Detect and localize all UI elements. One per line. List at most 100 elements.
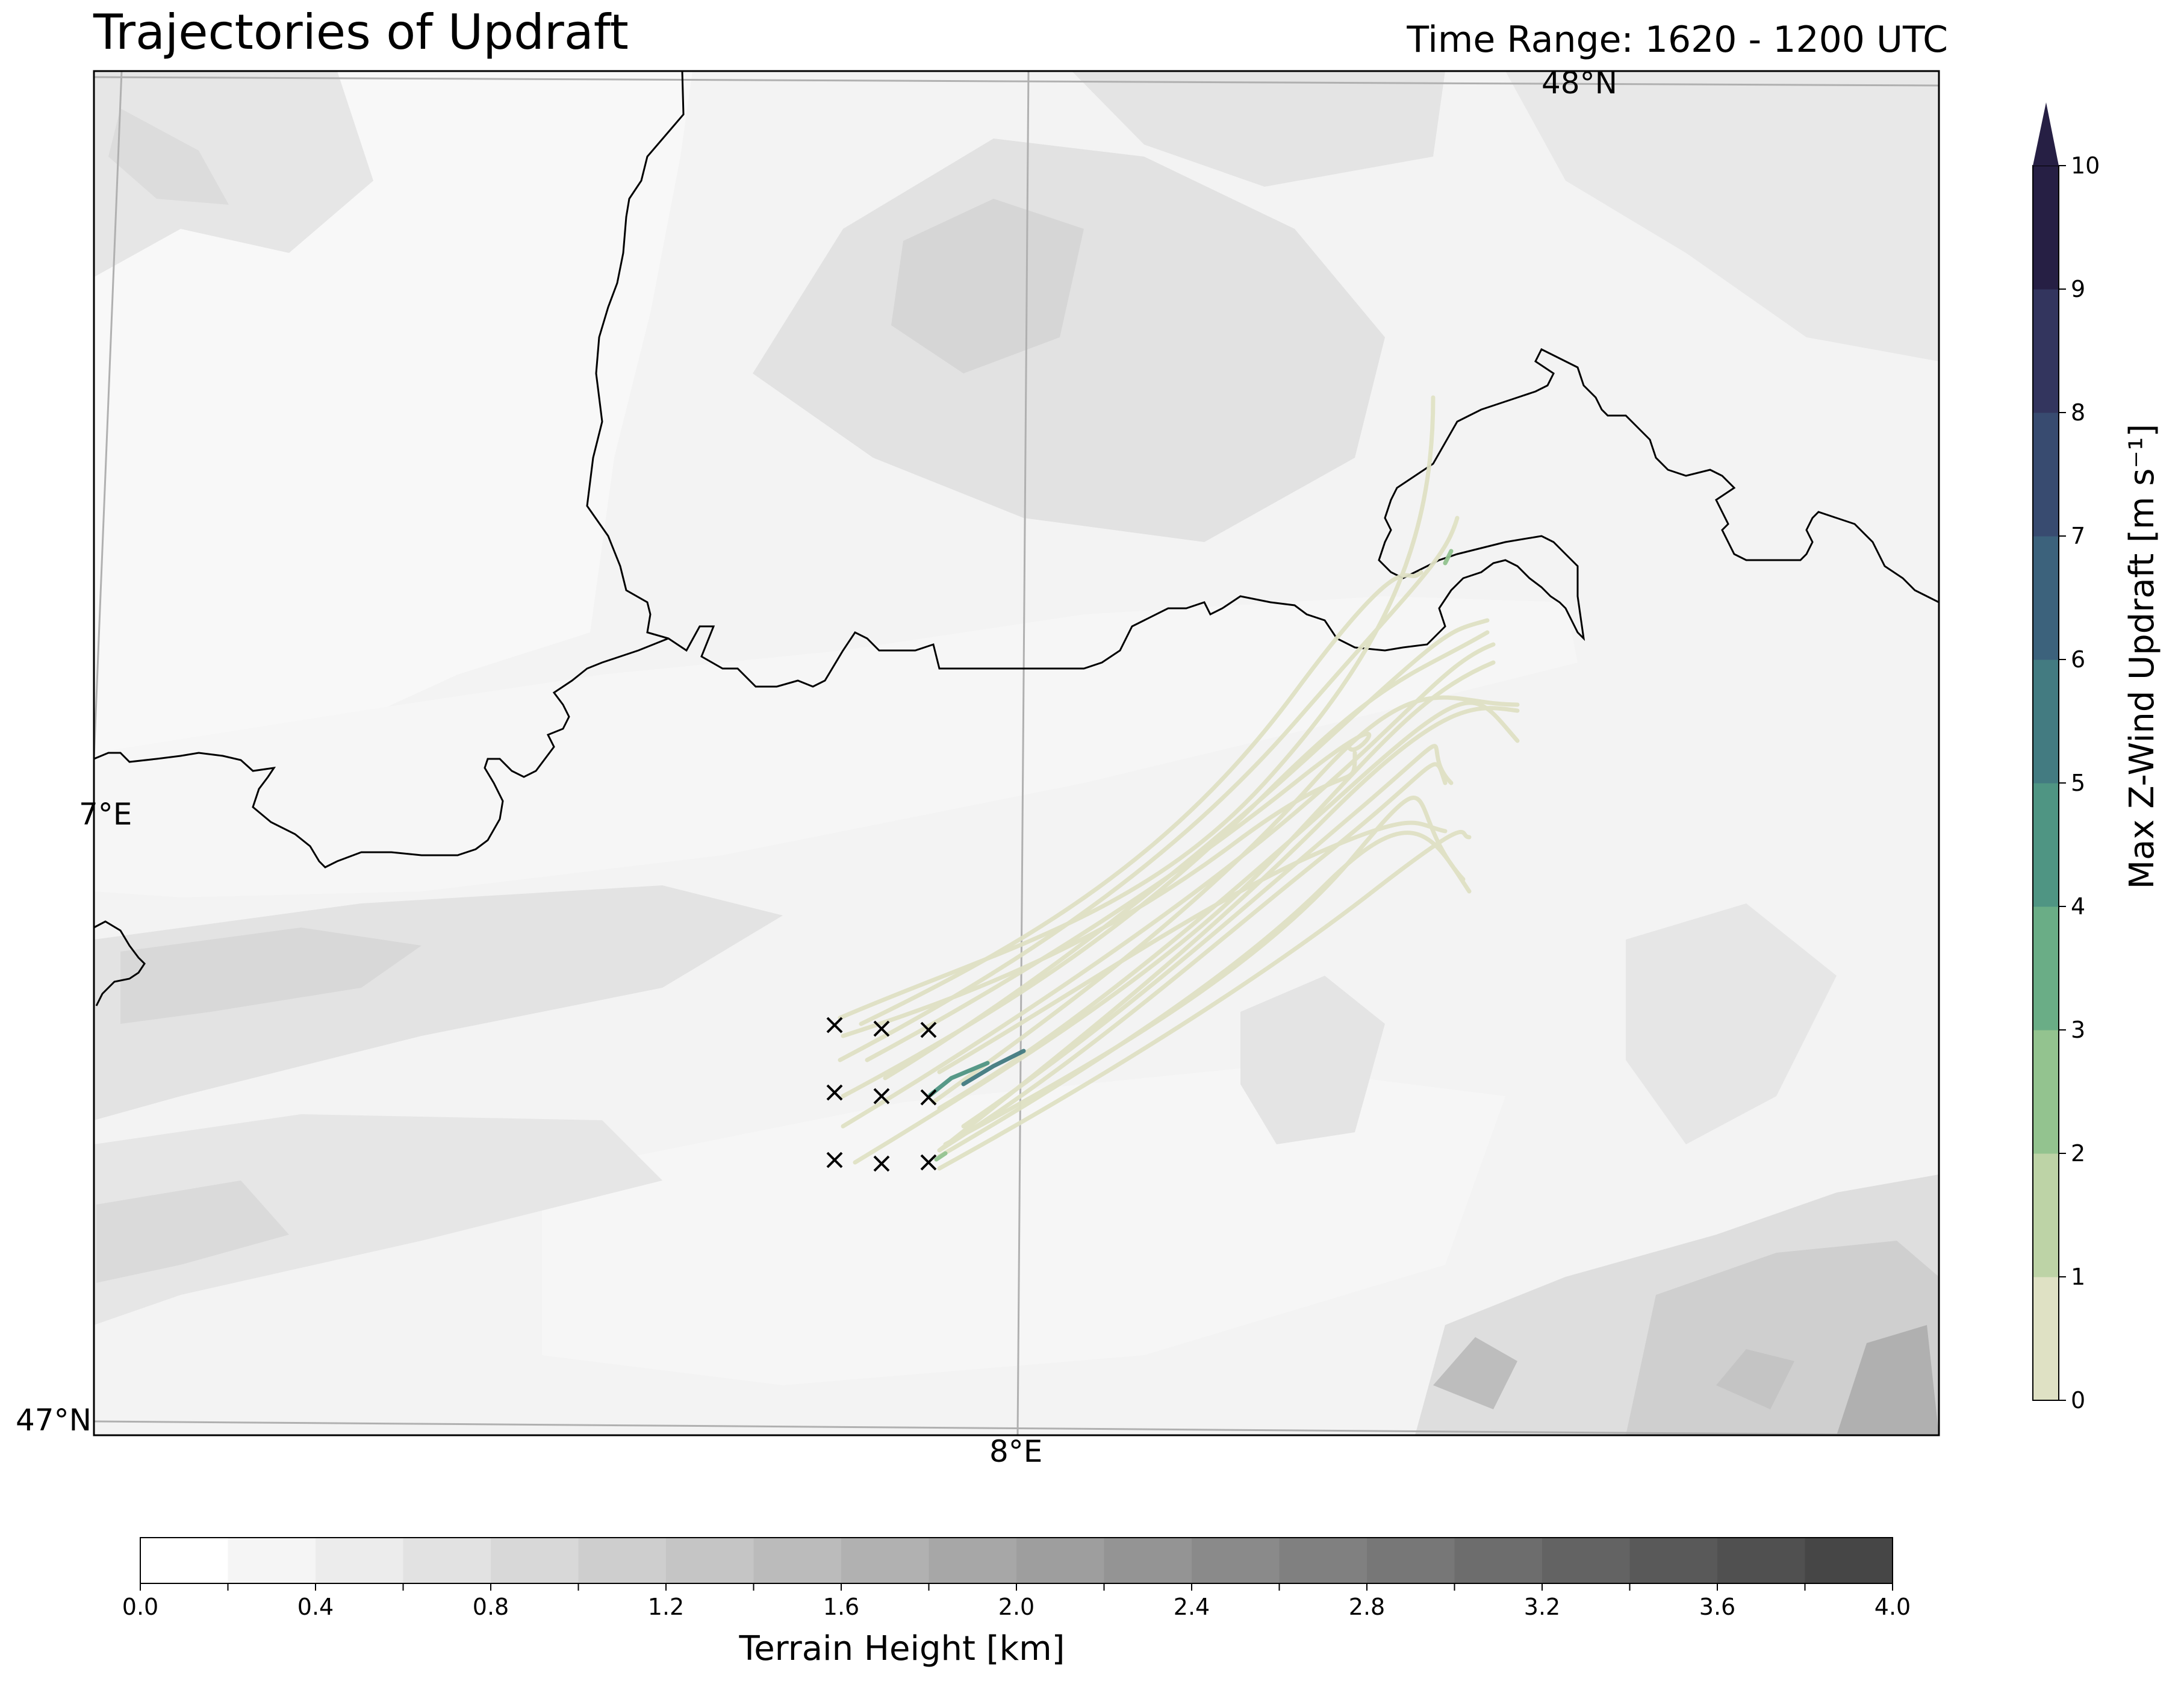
terrain-colorbar-segment — [140, 1538, 228, 1583]
lon-label-7e: 7°E — [79, 797, 132, 832]
terrain-colorbar-segment — [1104, 1538, 1192, 1583]
updraft-colorbar-segment — [2033, 1277, 2059, 1401]
country-borders — [94, 71, 1939, 1006]
graticule — [94, 71, 1939, 1435]
terrain-plateau-sw — [94, 1114, 662, 1325]
terrain-plateau-sw2 — [96, 1180, 289, 1283]
terrain-colorbar-tick-label: 0.0 — [122, 1594, 159, 1620]
terrain-colorbar-segment — [403, 1538, 491, 1583]
updraft-colorbar-segment — [2033, 1153, 2059, 1277]
updraft-colorbar-segment — [2033, 413, 2059, 537]
trajectory-segment-moderate — [934, 1151, 948, 1162]
terrain-colorbar-tick-label: 2.8 — [1348, 1594, 1386, 1620]
terrain-colorbar-segment — [491, 1538, 579, 1583]
terrain-colorbar-tick-label: 4.0 — [1874, 1594, 1911, 1620]
trajectory-segment-moderate-2 — [1443, 549, 1454, 566]
start-marker — [920, 1154, 937, 1171]
border-rhine — [586, 71, 1939, 688]
terrain-contours — [94, 71, 1939, 1435]
terrain-lowland-mid — [94, 596, 1578, 897]
border-france-swiss — [94, 637, 669, 868]
terrain-lowland-nw — [94, 71, 692, 765]
terrain-colorbar-tick-label: 3.6 — [1699, 1594, 1736, 1620]
updraft-colorbar-segment — [2033, 1030, 2059, 1154]
map-title: Trajectories of Updraft — [93, 4, 629, 60]
map-frame — [93, 70, 1940, 1436]
terrain-colorbar-tick-label: 2.4 — [1173, 1594, 1210, 1620]
terrain-hills-ne — [1072, 71, 1445, 187]
updraft-colorbar-tick-label: 7 — [2071, 523, 2086, 549]
updraft-colorbar-tick-label: 9 — [2071, 276, 2086, 302]
updraft-colorbar-tick-label: 8 — [2071, 399, 2086, 426]
terrain-colorbar-segment — [1279, 1538, 1367, 1583]
trajectory-2 — [838, 516, 1460, 1062]
updraft-colorbar-tick-label: 10 — [2071, 152, 2100, 179]
updraft-colorbar-tick-label: 4 — [2071, 893, 2086, 920]
trajectories — [838, 395, 1520, 1171]
start-marker — [920, 1021, 937, 1038]
terrain-colorbar-segment — [1016, 1538, 1104, 1583]
trajectory-5 — [841, 630, 1490, 1099]
trajectory-10 — [937, 700, 1520, 1111]
terrain-hills-mid — [1240, 976, 1385, 1144]
terrain-colorbar-segment — [753, 1538, 842, 1583]
lat-label-48n: 48°N — [1542, 66, 1618, 101]
start-marker — [920, 1089, 937, 1106]
trajectory-3 — [859, 570, 1423, 1026]
start-marker — [826, 1017, 843, 1034]
trajectory-segment-strong — [928, 1061, 990, 1097]
start-marker — [873, 1088, 890, 1105]
trajectory-14 — [865, 731, 1372, 1062]
terrain-lowland-south — [542, 1066, 1505, 1385]
start-marker — [826, 1152, 843, 1168]
parallel-48n — [94, 76, 1939, 87]
terrain-alps-peak3 — [1716, 1349, 1794, 1409]
start-marker — [826, 1084, 843, 1101]
terrain-colorbar-tick-label: 1.6 — [823, 1594, 860, 1620]
time-range: Time Range: 1620 - 1200 UTC — [1407, 19, 1948, 61]
updraft-colorbar-segment — [2033, 289, 2059, 413]
updraft-colorbar-segment — [2033, 783, 2059, 907]
updraft-colorbar-tick-label: 1 — [2071, 1264, 2086, 1290]
updraft-colorbar-tick-label: 2 — [2071, 1140, 2086, 1167]
terrain-colorbar-tick-label: 3.2 — [1523, 1594, 1561, 1620]
parallel-47n — [94, 1420, 1939, 1435]
terrain-blackforest-peak — [891, 199, 1084, 373]
terrain-colorbar-segment — [578, 1538, 667, 1583]
trajectory-12 — [961, 744, 1454, 1129]
terrain-hills-east — [1626, 903, 1837, 1144]
trajectory-15 — [937, 820, 1448, 1074]
terrain-colorbar-segment — [1454, 1538, 1543, 1583]
trajectory-8 — [931, 695, 1520, 1105]
terrain-colorbar-segment — [1805, 1538, 1893, 1583]
trajectory-13 — [841, 750, 1357, 1038]
terrain-alps-peak2 — [1837, 1325, 1939, 1435]
terrain-colorbar-segment — [929, 1538, 1017, 1583]
terrain-colorbar-tick-label: 1.2 — [647, 1594, 685, 1620]
map-panel — [93, 70, 1940, 1436]
trajectory-16 — [937, 829, 1472, 1171]
border-west-stub — [94, 920, 146, 1006]
terrain-colorbar-segment — [666, 1538, 754, 1583]
updraft-colorbar-segment — [2033, 906, 2059, 1031]
start-marker — [873, 1155, 890, 1172]
start-marker — [873, 1020, 890, 1037]
trajectory-segment-max — [961, 1049, 1026, 1087]
meridian-7e — [94, 71, 123, 759]
terrain-hills-nw — [94, 71, 373, 277]
terrain-colorbar-tick-label: 0.4 — [297, 1594, 334, 1620]
terrain-alps-peak1 — [1433, 1337, 1517, 1409]
updraft-colorbar — [2032, 165, 2066, 1401]
terrain-colorbar-label: Terrain Height [km] — [739, 1629, 1065, 1668]
updraft-colorbar-label: Max Z-Wind Updraft [m s⁻¹] — [2123, 423, 2162, 890]
trajectory-18 — [937, 831, 1472, 1159]
terrain-colorbar-segment — [1192, 1538, 1280, 1583]
meridian-8e — [1016, 71, 1030, 1435]
start-markers — [826, 1017, 937, 1172]
terrain-colorbar-segment — [1367, 1538, 1455, 1583]
terrain-hills-ne2 — [1505, 71, 1939, 361]
updraft-colorbar-segment — [2033, 536, 2059, 660]
terrain-colorbar-segment — [316, 1538, 403, 1583]
updraft-colorbar-tick-label: 0 — [2071, 1387, 2086, 1414]
terrain-colorbar-tick-label: 2.0 — [998, 1594, 1035, 1620]
